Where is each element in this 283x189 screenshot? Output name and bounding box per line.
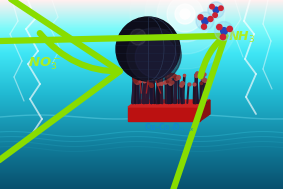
Text: NO$_3^-$: NO$_3^-$ — [28, 56, 61, 73]
Circle shape — [220, 34, 226, 40]
Circle shape — [219, 6, 223, 10]
Circle shape — [130, 29, 146, 45]
Text: NH$_3$: NH$_3$ — [228, 30, 256, 45]
Circle shape — [202, 18, 208, 24]
Circle shape — [145, 0, 225, 54]
Circle shape — [217, 24, 222, 30]
Circle shape — [198, 15, 203, 20]
Circle shape — [180, 9, 190, 19]
Circle shape — [167, 0, 203, 32]
Circle shape — [221, 28, 227, 34]
Circle shape — [135, 36, 177, 78]
Circle shape — [227, 26, 232, 32]
Circle shape — [208, 16, 213, 22]
Polygon shape — [200, 100, 210, 121]
FancyArrowPatch shape — [0, 36, 225, 189]
Circle shape — [201, 24, 207, 29]
Text: Cu-Co$_3$O$_{4-x}$: Cu-Co$_3$O$_{4-x}$ — [144, 122, 194, 135]
Circle shape — [130, 0, 240, 69]
Circle shape — [213, 13, 217, 17]
FancyArrowPatch shape — [0, 0, 120, 189]
Polygon shape — [128, 100, 210, 107]
Circle shape — [196, 12, 214, 30]
Circle shape — [127, 28, 181, 82]
Circle shape — [210, 4, 214, 9]
Circle shape — [208, 2, 224, 18]
Circle shape — [116, 17, 180, 81]
Circle shape — [157, 0, 213, 42]
Circle shape — [213, 7, 219, 13]
Circle shape — [215, 22, 233, 40]
Polygon shape — [128, 107, 200, 121]
Circle shape — [175, 4, 195, 24]
